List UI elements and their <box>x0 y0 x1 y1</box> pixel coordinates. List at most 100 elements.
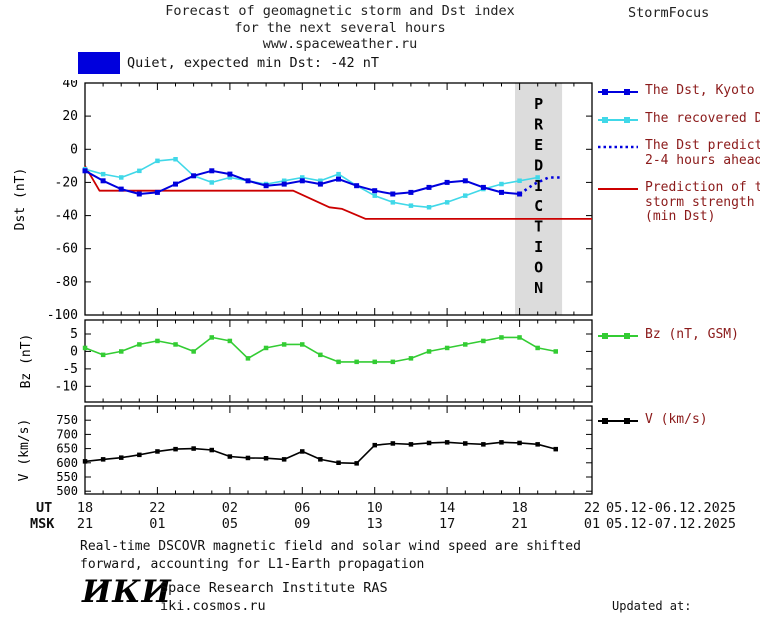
v-ytick-label: 650 <box>56 442 78 456</box>
legend-item: The Dst, Kyoto <box>597 83 760 99</box>
prediction-band-letter: D <box>534 156 543 174</box>
v-legend: V (km/s) <box>597 412 760 441</box>
prediction-band-letter: I <box>534 177 543 195</box>
institute-block: Space Research Institute RAS iki.cosmos.… <box>160 579 388 615</box>
msk-axis-row-tick: 01 <box>149 516 166 532</box>
bz-plot-svg: 5 0 -5 -10 Bz (nT) <box>19 319 593 403</box>
bz-legend: Bz (nT, GSM) <box>597 327 760 356</box>
dst-kyoto-legend-icon <box>598 89 638 95</box>
updated-block: Updated at: UT 18:05, 06.12.2025 MSK 21:… <box>606 564 758 620</box>
dst-prediction-legend-icon <box>598 145 638 149</box>
msk-axis-row-tick: 21 <box>511 516 528 532</box>
dst-legend: The Dst, Kyoto The recovered Dst The Dst p… <box>597 83 760 238</box>
dst-ytick-label: -80 <box>55 275 78 290</box>
recovered-dst-legend-icon <box>598 116 638 123</box>
dst-axis-title: Dst (nT) <box>13 168 28 231</box>
legend-label: V (km/s) <box>645 412 708 427</box>
bz-ytick-label: 5 <box>70 327 78 342</box>
legend-item: V (km/s) <box>597 412 760 428</box>
series-the-dst-prediction-2-4-hours-ahead <box>518 176 563 196</box>
legend-label: The Dst, Kyoto <box>645 83 755 98</box>
ut-axis-row-tick: 14 <box>438 500 456 516</box>
msk-axis-row-tick: 09 <box>294 516 311 532</box>
page-title: Forecast of geomagnetic storm and Dst in… <box>75 3 605 53</box>
ut-axis-row-tick: 18 <box>511 500 528 516</box>
legend-item: Bz (nT, GSM) <box>597 327 760 343</box>
bz-ytick-label: 0 <box>70 344 78 359</box>
brand-stormfocus: StormFocus <box>628 5 710 21</box>
ut-axis-row-tick: 10 <box>366 500 383 516</box>
v-ytick-label: 550 <box>56 470 78 484</box>
series-prediction-of-the-storm-strength-min-dst <box>84 165 592 220</box>
dst-ytick-label: -20 <box>55 175 78 190</box>
institute-name: Space Research Institute RAS <box>160 580 388 596</box>
prediction-band-letter: E <box>534 136 543 154</box>
ut-axis-row-date-range: 05.12-06.12.2025 <box>606 500 737 516</box>
time-axis: UT 18 22 02 06 10 14 18 22 05.12-06.12.2025 MSK 21 0… <box>0 500 760 534</box>
v-ytick-label: 500 <box>56 484 78 497</box>
v-ytick-label: 750 <box>56 413 78 427</box>
bz-chart: 5 0 -5 -10 Bz (nT) <box>0 319 600 405</box>
bz-ytick-label: -5 <box>62 362 78 377</box>
prediction-band <box>515 83 563 315</box>
msk-axis-row-tick: 05 <box>221 516 239 532</box>
dst-chart: P R E D I C T I O N 40 20 0 -20 -40 -60 -80 -100 Dst (nT) <box>0 76 600 323</box>
footnote: Real-time DSCOVR magnetic field and sola… <box>80 538 581 573</box>
msk-axis-row-tick: 01 <box>583 516 601 532</box>
ut-axis-row-tick: 22 <box>149 500 166 516</box>
v-legend-icon <box>598 418 638 424</box>
footnote-line1: Real-time DSCOVR magnetic field and sola… <box>80 539 581 554</box>
msk-axis-row-tick: 13 <box>366 516 383 532</box>
institute-site: iki.cosmos.ru <box>160 598 266 614</box>
storm-level-text: Quiet, expected min Dst: -42 nT <box>127 55 379 71</box>
prediction-band-letter: P <box>534 95 543 113</box>
ut-axis-row-tick: 06 <box>294 500 311 516</box>
dst-ytick-label: -40 <box>55 209 78 224</box>
ut-axis-row-tick: 18 <box>76 500 94 516</box>
prediction-band-letter: O <box>534 259 543 277</box>
updated-label: Updated at: <box>612 599 692 613</box>
v-axis-title: V (km/s) <box>17 419 32 482</box>
dst-ytick-label: -60 <box>55 242 78 257</box>
bz-axis-title: Bz (nT) <box>19 334 34 389</box>
legend-item: The recovered Dst <box>597 110 760 127</box>
title-line1: Forecast of geomagnetic storm and Dst in… <box>165 3 515 19</box>
v-chart: 750 700 650 600 550 500 V (km/s) <box>0 405 600 498</box>
legend-label: The Dst prediction2-4 hours ahead <box>645 138 760 168</box>
msk-axis-row-date-range: 05.12-07.12.2025 <box>606 516 737 532</box>
v-ytick-label: 600 <box>56 456 78 470</box>
series-the-recovered-dst <box>84 158 538 209</box>
ut-axis-row: UT 18 22 02 06 10 14 18 22 05.12-06.12.2025 <box>0 500 760 516</box>
ut-axis-row-label: UT <box>36 500 53 516</box>
bz-ytick-label: -10 <box>55 379 78 394</box>
dst-ytick-label: -100 <box>47 308 78 320</box>
title-site-link: www.spaceweather.ru <box>262 36 418 52</box>
msk-axis-row-label: MSK <box>30 516 55 532</box>
title-line2: for the next several hours <box>234 19 446 36</box>
prediction-band-letter: C <box>534 197 543 215</box>
ut-axis-row-tick: 22 <box>583 500 601 516</box>
prediction-band-letter: R <box>534 115 544 133</box>
prediction-band-letter: N <box>534 279 543 297</box>
dst-ytick-label: 40 <box>62 80 78 91</box>
storm-level-swatch <box>78 52 120 74</box>
msk-axis-row-tick: 21 <box>76 516 94 532</box>
footnote-line2: forward, accounting for L1-Earth propaga… <box>80 556 425 572</box>
legend-label: Prediction of thestorm strength(min Dst) <box>645 180 760 224</box>
iki-logo: ИКИ <box>82 574 172 610</box>
legend-item: The Dst prediction2-4 hours ahead <box>597 138 760 168</box>
bz-legend-icon <box>598 333 638 339</box>
legend-label: The recovered Dst <box>645 110 760 126</box>
v-ytick-label: 700 <box>56 427 78 441</box>
ut-axis-row-tick: 02 <box>221 500 239 516</box>
legend-label: Bz (nT, GSM) <box>645 327 739 342</box>
msk-axis-row-tick: 17 <box>438 516 456 532</box>
dst-ytick-label: 0 <box>70 142 78 157</box>
storm-strength-legend-icon <box>598 188 638 190</box>
msk-axis-row: MSK 21 01 05 09 13 17 21 01 05.12-07.12.2025 <box>0 516 760 532</box>
dst-ytick-label: 20 <box>62 109 78 124</box>
prediction-band-letter: I <box>534 238 543 256</box>
